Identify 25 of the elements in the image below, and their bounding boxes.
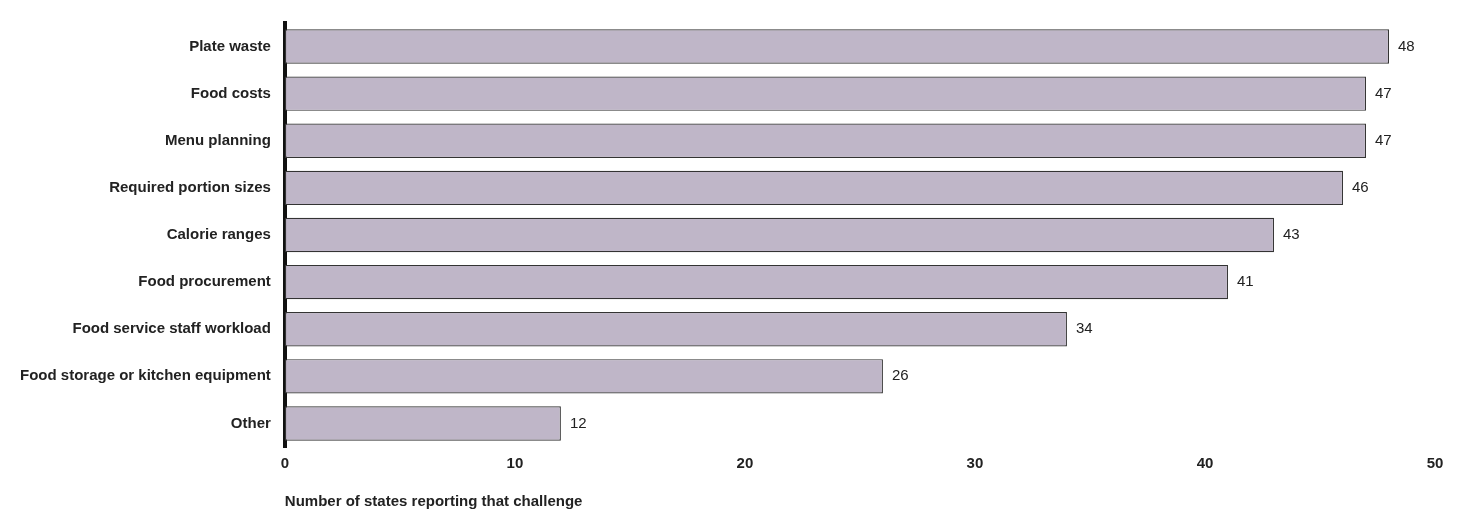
x-tick-label: 30 — [966, 454, 984, 472]
data-label: 34 — [1075, 319, 1093, 337]
y-tick-label: Food service staff workload — [72, 319, 271, 337]
x-tick-label: 40 — [1196, 454, 1214, 472]
data-label: 47 — [1374, 83, 1392, 101]
y-tick-label: Plate waste — [189, 36, 271, 54]
y-tick-label: Calorie ranges — [166, 225, 271, 243]
data-label: 47 — [1374, 130, 1392, 148]
data-label: 41 — [1236, 272, 1254, 290]
data-label: 46 — [1351, 178, 1369, 196]
y-tick-label: Food storage or kitchen equipment — [20, 366, 271, 384]
y-tick-label: Food costs — [190, 83, 271, 101]
data-label: 48 — [1397, 36, 1415, 54]
x-tick-label: 20 — [736, 454, 754, 472]
x-tick-label: 10 — [506, 454, 524, 472]
data-label: 12 — [569, 413, 587, 431]
data-label: 26 — [891, 366, 909, 384]
data-label: 43 — [1282, 225, 1300, 243]
x-axis-title: Number of states reporting that challenge — [284, 492, 583, 510]
y-tick-label: Other — [230, 413, 272, 431]
y-tick-label: Menu planning — [165, 130, 271, 148]
y-tick-label: Required portion sizes — [109, 178, 271, 196]
x-tick-label: 0 — [280, 454, 290, 472]
y-tick-label: Food procurement — [138, 272, 271, 290]
x-tick-label: 50 — [1426, 454, 1444, 472]
